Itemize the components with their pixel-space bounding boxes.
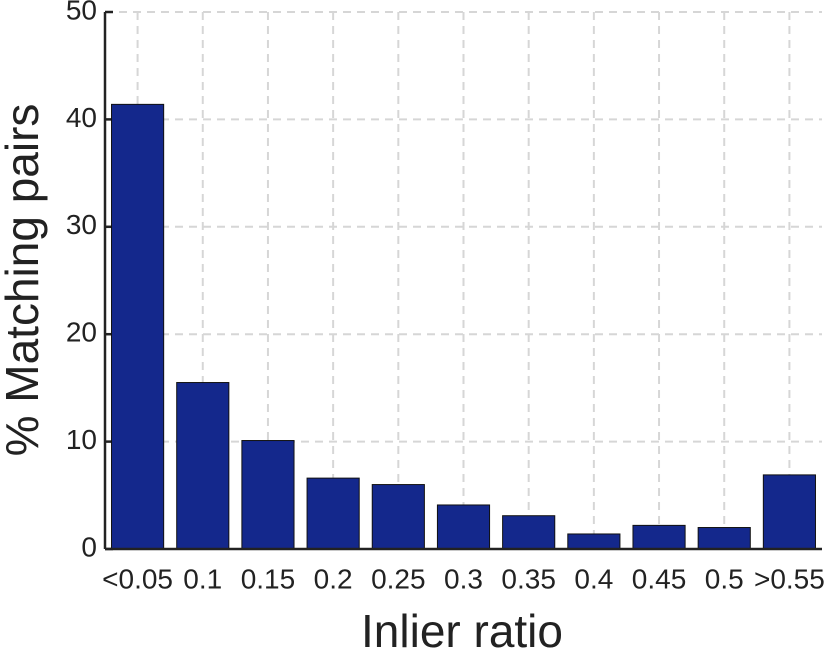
bar xyxy=(632,524,686,550)
x-tick-label: 0.5 xyxy=(705,563,744,594)
x-tick-label: <0.05 xyxy=(102,563,173,594)
bar xyxy=(371,484,425,550)
bar xyxy=(502,515,556,550)
bar xyxy=(111,103,165,550)
bar xyxy=(306,477,360,550)
x-tick-label: 0.2 xyxy=(314,563,353,594)
bar xyxy=(762,474,816,550)
y-tick-label: 50 xyxy=(66,0,97,25)
x-tick-label: 0.25 xyxy=(371,563,426,594)
x-tick-label: 0.1 xyxy=(183,563,222,594)
y-tick-label: 30 xyxy=(66,209,97,240)
y-tick-label: 0 xyxy=(81,531,97,562)
bar xyxy=(697,527,751,550)
y-tick-label: 20 xyxy=(66,317,97,348)
x-tick-label: 0.4 xyxy=(574,563,613,594)
bar xyxy=(241,440,295,550)
x-tick-label: 0.15 xyxy=(241,563,296,594)
y-tick-label: 40 xyxy=(66,102,97,133)
x-tick-label: 0.35 xyxy=(501,563,556,594)
y-axis-label: % Matching pairs xyxy=(0,104,48,457)
bar xyxy=(436,504,491,550)
bar xyxy=(567,533,621,550)
y-tick-label: 10 xyxy=(66,424,97,455)
bar xyxy=(176,382,230,550)
x-tick-label: >0.55 xyxy=(754,563,825,594)
x-tick-label: 0.45 xyxy=(632,563,687,594)
x-axis-label: Inlier ratio xyxy=(361,605,563,657)
x-tick-label: 0.3 xyxy=(444,563,483,594)
